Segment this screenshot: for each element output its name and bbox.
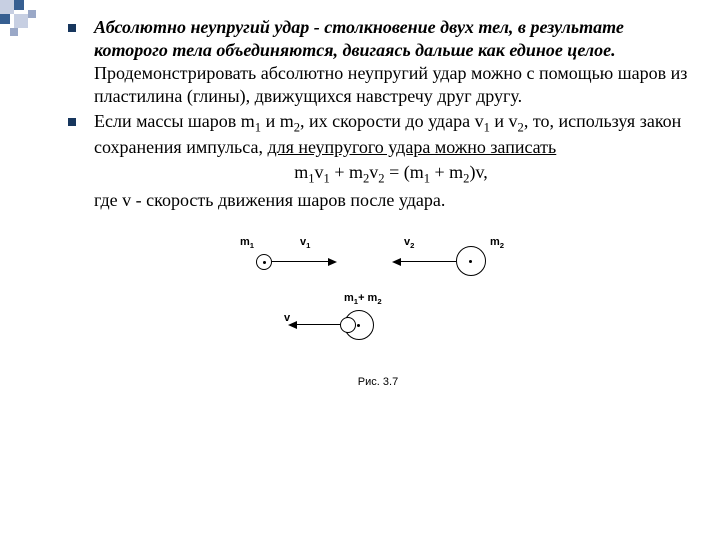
deco-square bbox=[0, 14, 10, 24]
deco-square bbox=[28, 10, 36, 18]
label-sum: m1+ m2 bbox=[344, 292, 382, 306]
corner-decoration bbox=[0, 0, 48, 48]
arrow-v2-line bbox=[400, 261, 456, 262]
p2-m2: , их скорости до удара v bbox=[300, 111, 484, 131]
label-m1: m1 bbox=[240, 236, 254, 250]
collision-diagram: m1 v1 v2 m2 m1+ m2 v bbox=[228, 230, 528, 370]
f-b: v bbox=[315, 162, 324, 182]
center-dot-3 bbox=[357, 324, 360, 327]
bullet-item-2: Если массы шаров m1 и m2, их скорости до… bbox=[68, 110, 688, 211]
slide-content: Абсолютно неупругий удар - столкновение … bbox=[68, 16, 688, 388]
p2-m1: и m bbox=[261, 111, 294, 131]
deco-square bbox=[10, 28, 18, 36]
center-dot-2 bbox=[469, 260, 472, 263]
deco-square bbox=[14, 0, 24, 10]
paragraph-3: где v - скорость движения шаров после уд… bbox=[94, 189, 688, 212]
p2-pre: Если массы шаров m bbox=[94, 111, 255, 131]
f-p2: + m bbox=[430, 162, 463, 182]
paragraph-1: Абсолютно неупругий удар - столкновение … bbox=[94, 16, 688, 108]
explanation-text: Продемонстрировать абсолютно неупругий у… bbox=[94, 63, 687, 106]
label-v1: v1 bbox=[300, 236, 310, 250]
arrow-v1-line bbox=[272, 261, 330, 262]
arrow-v-line bbox=[296, 324, 340, 325]
f-p1: + m bbox=[330, 162, 363, 182]
f-d: v bbox=[369, 162, 378, 182]
arrow-v1-head bbox=[328, 258, 337, 266]
figure-caption: Рис. 3.7 bbox=[68, 376, 688, 388]
f-a: m bbox=[294, 162, 308, 182]
arrow-v-head bbox=[288, 321, 297, 329]
f-eq: = (m bbox=[385, 162, 424, 182]
f-close: )v, bbox=[469, 162, 487, 182]
center-dot bbox=[263, 261, 266, 264]
arrow-v2-head bbox=[392, 258, 401, 266]
bullet-square-icon bbox=[68, 24, 76, 32]
p2-underline: для неупругого удара можно записать bbox=[267, 137, 556, 157]
paragraph-2: Если массы шаров m1 и m2, их скорости до… bbox=[94, 110, 688, 211]
label-v2: v2 bbox=[404, 236, 414, 250]
bullet-square-icon bbox=[68, 118, 76, 126]
label-m2: m2 bbox=[490, 236, 504, 250]
formula: m1v1 + m2v2 = (m1 + m2)v, bbox=[94, 161, 688, 187]
definition-text: Абсолютно неупругий удар - столкновение … bbox=[94, 17, 624, 60]
deco-square bbox=[0, 0, 14, 14]
ball-combined-inner bbox=[340, 317, 356, 333]
bullet-item-1: Абсолютно неупругий удар - столкновение … bbox=[68, 16, 688, 108]
p2-m3: и v bbox=[490, 111, 518, 131]
deco-square bbox=[14, 14, 28, 28]
